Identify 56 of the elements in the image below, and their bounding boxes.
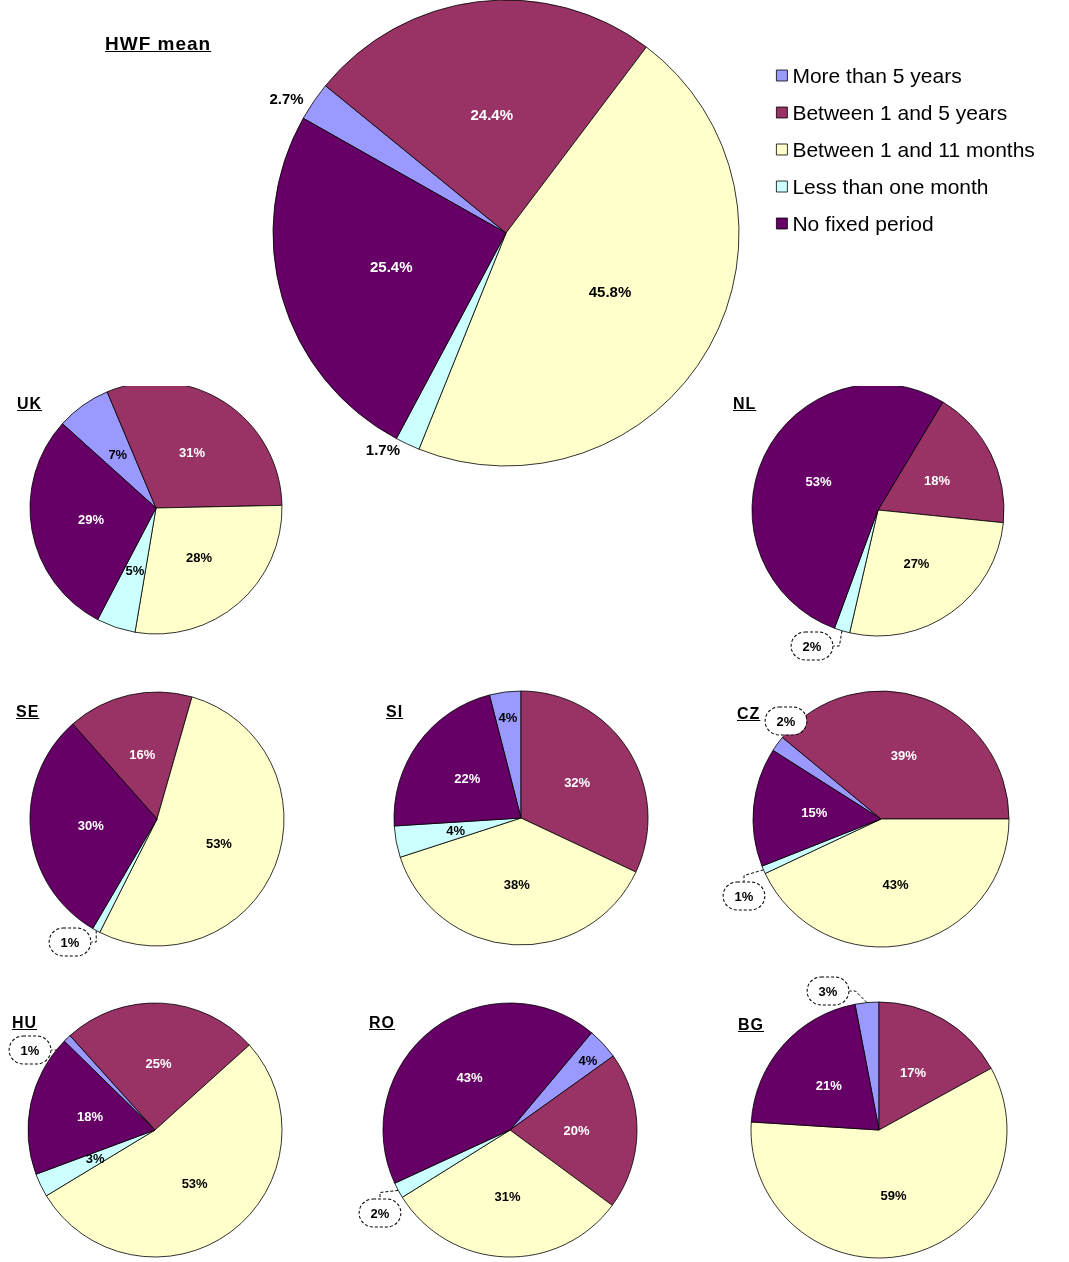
data-label: 53% (805, 473, 832, 489)
data-label: 59% (880, 1187, 908, 1203)
data-label: 18% (924, 472, 951, 488)
data-label: 29% (78, 512, 105, 528)
text: RO (369, 1014, 395, 1031)
data-label: 24.4% (470, 105, 513, 123)
data-label: 2% (802, 638, 822, 654)
text: BG (738, 1016, 764, 1033)
data-label: 43% (882, 876, 910, 892)
data-label: 2.7% (269, 89, 304, 107)
data-label: 1.7% (365, 441, 400, 459)
text: HU (12, 1014, 38, 1031)
legend-label: Less than one month (792, 175, 989, 198)
text: CZ (737, 705, 761, 722)
data-label: 5% (125, 563, 145, 579)
data-label: 2% (776, 713, 796, 729)
data-label: 18% (76, 1108, 104, 1124)
text: UK (17, 395, 43, 412)
data-label: 4% (446, 822, 466, 838)
data-label: 16% (129, 746, 156, 762)
legend-label: No fixed period (792, 212, 934, 235)
data-label: 1% (734, 888, 754, 904)
text: SE (16, 703, 40, 720)
data-label: 22% (454, 771, 481, 787)
data-label: 2% (370, 1205, 390, 1221)
text: HWF mean (105, 33, 212, 54)
data-label: 20% (563, 1122, 590, 1138)
data-label: 27% (903, 556, 930, 572)
data-label: 17% (900, 1064, 927, 1080)
data-label: 15% (801, 805, 828, 821)
data-label: 31% (178, 445, 206, 461)
data-label: 3% (818, 983, 838, 999)
data-label: 25.4% (369, 257, 413, 275)
legend-label: Between 1 and 5 years (792, 101, 1008, 124)
legend-label: Between 1 and 11 months (792, 138, 1035, 161)
data-label: 43% (456, 1069, 484, 1085)
data-label: 21% (815, 1078, 843, 1094)
data-label: 31% (494, 1188, 521, 1204)
data-label: 38% (503, 876, 531, 892)
text: NL (733, 395, 757, 412)
data-label: 53% (205, 835, 233, 851)
data-label: 39% (890, 748, 918, 764)
data-label: 45.8% (588, 283, 632, 301)
data-label: 53% (181, 1175, 209, 1191)
data-label: 4% (498, 709, 518, 725)
data-label: 4% (578, 1052, 598, 1068)
text: SI (386, 703, 404, 720)
data-label: 3% (85, 1151, 105, 1167)
data-label: 7% (108, 446, 128, 462)
data-label: 30% (77, 817, 105, 833)
data-label: 1% (20, 1042, 40, 1058)
data-label: 32% (564, 774, 591, 790)
data-label: 25% (145, 1056, 172, 1072)
data-label: 28% (186, 550, 213, 566)
data-label: 1% (60, 934, 80, 950)
legend-label: More than 5 years (792, 64, 962, 87)
